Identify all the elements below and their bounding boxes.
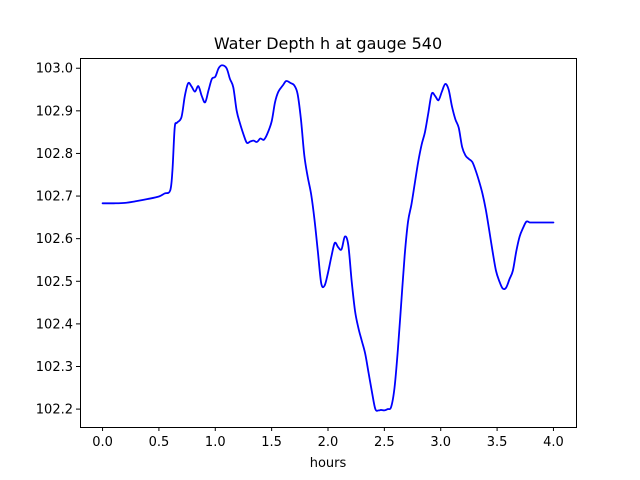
y-tick-label: 102.9 — [36, 104, 73, 119]
y-tick-label: 102.8 — [36, 147, 73, 162]
x-tick-label: 1.5 — [261, 435, 282, 450]
x-tick-label: 2.0 — [318, 435, 339, 450]
series-line — [101, 64, 555, 412]
y-tick-label: 102.7 — [36, 190, 73, 205]
x-tick-label: 3.0 — [430, 435, 451, 450]
x-axis: 0.0 0.5 1.0 1.5 2.0 2.5 3.0 3.5 4.0 — [92, 427, 564, 450]
y-tick-label: 102.3 — [36, 360, 73, 375]
y-tick-label: 102.6 — [36, 232, 73, 247]
y-tick-label: 102.2 — [36, 403, 73, 418]
x-tick-label: 3.5 — [487, 435, 508, 450]
y-axis: 102.2 102.3 102.4 102.5 102.6 102.7 102.8 102.9… — [36, 62, 80, 418]
chart-title: Water Depth h at gauge 540 — [214, 34, 442, 53]
x-axis-label: hours — [310, 456, 347, 471]
x-tick-label: 2.5 — [374, 435, 395, 450]
y-tick-label: 102.4 — [36, 317, 73, 332]
x-tick-label: 1.0 — [205, 435, 226, 450]
x-tick-label: 0.5 — [149, 435, 170, 450]
plot-frame — [80, 58, 577, 428]
y-tick-label: 103.0 — [36, 62, 73, 77]
y-tick-label: 102.5 — [36, 275, 73, 290]
x-tick-label: 0.0 — [92, 435, 113, 450]
x-tick-label: 4.0 — [543, 435, 564, 450]
